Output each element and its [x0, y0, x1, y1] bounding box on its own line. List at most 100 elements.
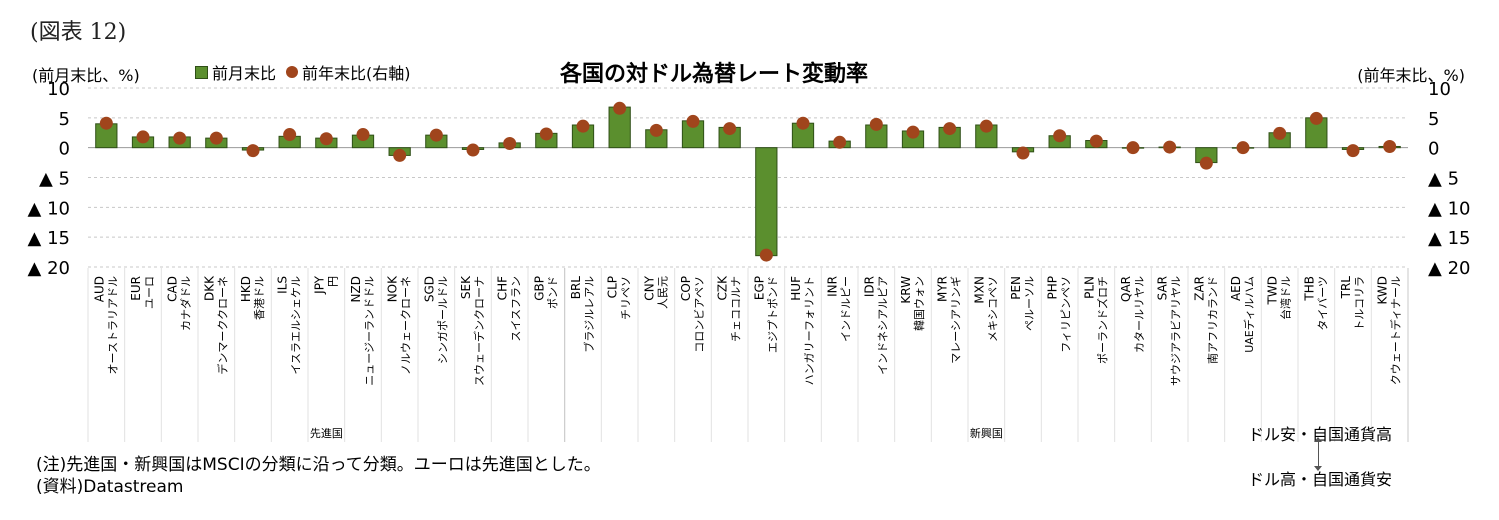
x-tick-code: AUD: [92, 276, 106, 302]
x-tick-name: ポーランドズロチ: [1095, 276, 1109, 364]
x-tick-name: デンマーククローネ: [215, 276, 229, 375]
dot-marker: [759, 248, 773, 262]
dot-marker: [466, 143, 480, 157]
y-tick-label: ▲ 15: [28, 228, 70, 249]
x-tick-name: ユーロ: [143, 276, 156, 309]
group-label: 新興国: [970, 426, 1003, 440]
x-tick-code: NZD: [349, 276, 363, 302]
x-tick-code: INR: [826, 276, 840, 297]
x-tick-name: チェココルナ: [730, 276, 743, 342]
x-tick-name: チリペソ: [620, 276, 633, 320]
legend: 前月末比 前年末比(右軸): [195, 60, 411, 84]
x-tick-name: マレーシアリンギ: [950, 276, 963, 364]
legend-bar-label: 前月末比: [212, 64, 277, 83]
x-tick-name: トルコリラ: [1353, 276, 1366, 331]
x-tick-name: インドルピー: [840, 276, 853, 342]
y-tick-label: 10: [47, 79, 70, 100]
y2-tick-label: ▲ 5: [1428, 169, 1459, 190]
source-note: (資料)Datastream: [36, 477, 184, 497]
y2-tick-label: 10: [1428, 79, 1451, 100]
y2-tick-label: 0: [1428, 139, 1439, 160]
x-tick-name: カナダドル: [179, 276, 193, 331]
x-tick-code: GBP: [532, 276, 546, 301]
double-arrow-icon: [1314, 437, 1322, 471]
dot-marker: [99, 116, 113, 130]
right-axis-unit: (前年末比、%): [1357, 66, 1465, 85]
x-tick-code: EUR: [129, 276, 143, 301]
dot-marker: [503, 136, 517, 150]
x-tick-code: ZAR: [1192, 276, 1206, 301]
legend-dot-swatch: [286, 66, 299, 78]
x-tick-name: インドネシアルピア: [876, 276, 889, 375]
dot-marker: [1199, 156, 1213, 170]
x-tick-name: メキシコペソ: [986, 276, 999, 342]
x-tick-name: カタールリヤル: [1133, 276, 1146, 353]
x-tick-name: タイバーツ: [1316, 276, 1329, 331]
x-tick-code: MYR: [936, 276, 950, 302]
y-tick-label: ▲ 20: [28, 258, 70, 279]
x-tick-code: TRL: [1339, 276, 1353, 300]
x-tick-name: ハンガリーフォリント: [803, 276, 816, 385]
x-tick-name: 人民元: [656, 276, 669, 309]
x-tick-name: スイスフラン: [510, 276, 523, 342]
x-tick-name: クウェートディナール: [1389, 276, 1403, 385]
y-tick-label: 0: [59, 139, 70, 160]
dot-marker: [1053, 129, 1067, 143]
dot-marker: [1383, 139, 1397, 153]
x-tick-code: HUF: [789, 276, 803, 301]
dot-marker: [613, 101, 627, 115]
x-tick-code: TWD: [1266, 276, 1280, 305]
x-tick-name: ペルーソル: [1023, 276, 1036, 331]
x-tick-name: フィリピンペソ: [1060, 276, 1073, 353]
dot-marker: [173, 131, 187, 145]
dot-marker: [576, 119, 590, 133]
bar: [755, 147, 778, 257]
x-tick-code: CAD: [166, 276, 180, 302]
x-tick-code: IDR: [862, 276, 876, 297]
x-tick-code: COP: [679, 276, 693, 301]
dot-marker: [906, 125, 920, 139]
x-tick-code: NOK: [386, 275, 400, 302]
x-tick-name: ニュージーランドドル: [363, 276, 376, 386]
x-tick-name: 南アフリカランド: [1206, 276, 1219, 364]
x-tick-name: シンガポールドル: [436, 276, 449, 364]
x-tick-code: CHF: [496, 276, 510, 300]
x-tick-code: CNY: [642, 275, 656, 300]
y-tick-label: ▲ 10: [28, 198, 70, 219]
x-tick-name: コロンビアペソ: [693, 276, 706, 353]
x-tick-name: 円: [326, 276, 339, 287]
x-tick-code: JPY: [312, 275, 326, 295]
footnote: (注)先進国・新興国はMSCIの分類に沿って分類。ユーロは先進国とした。: [36, 455, 601, 475]
arrow-down-label: ドル高・自国通貨安: [1248, 470, 1393, 489]
x-tick-name: ノルウェークローネ: [400, 276, 413, 375]
dot-marker: [283, 128, 297, 142]
dot-marker: [723, 122, 737, 136]
group-label: 先進国: [310, 427, 343, 440]
dot-marker: [246, 144, 260, 158]
dot-marker: [319, 132, 333, 146]
dot-marker: [1089, 134, 1103, 148]
y-tick-label: 5: [59, 109, 70, 130]
x-tick-code: CZK: [716, 275, 730, 301]
y-tick-label: ▲ 5: [39, 169, 70, 190]
dot-marker: [1236, 141, 1250, 155]
legend-item-bar: 前月末比: [195, 60, 276, 84]
y2-tick-label: 5: [1428, 109, 1439, 130]
x-tick-name: ブラジルレアル: [582, 276, 596, 353]
x-tick-code: BRL: [569, 276, 583, 300]
dot-marker: [1273, 126, 1287, 140]
dot-marker: [796, 116, 810, 130]
x-tick-code: PEN: [1009, 276, 1023, 300]
x-tick-code: SGD: [422, 276, 436, 302]
x-tick-code: PHP: [1046, 276, 1060, 300]
figure-label: (図表 12): [30, 20, 127, 45]
x-tick-code: THB: [1302, 276, 1316, 302]
left-axis-unit: (前月末比、%): [32, 66, 140, 85]
x-tick-code: HKD: [239, 276, 253, 302]
x-tick-code: KRW: [899, 276, 913, 304]
x-tick-code: KWD: [1376, 276, 1390, 305]
x-tick-name: スウェーデンクローナ: [472, 276, 486, 386]
x-tick-code: QAR: [1119, 276, 1133, 302]
x-tick-name: エジプトポンド: [766, 276, 779, 353]
